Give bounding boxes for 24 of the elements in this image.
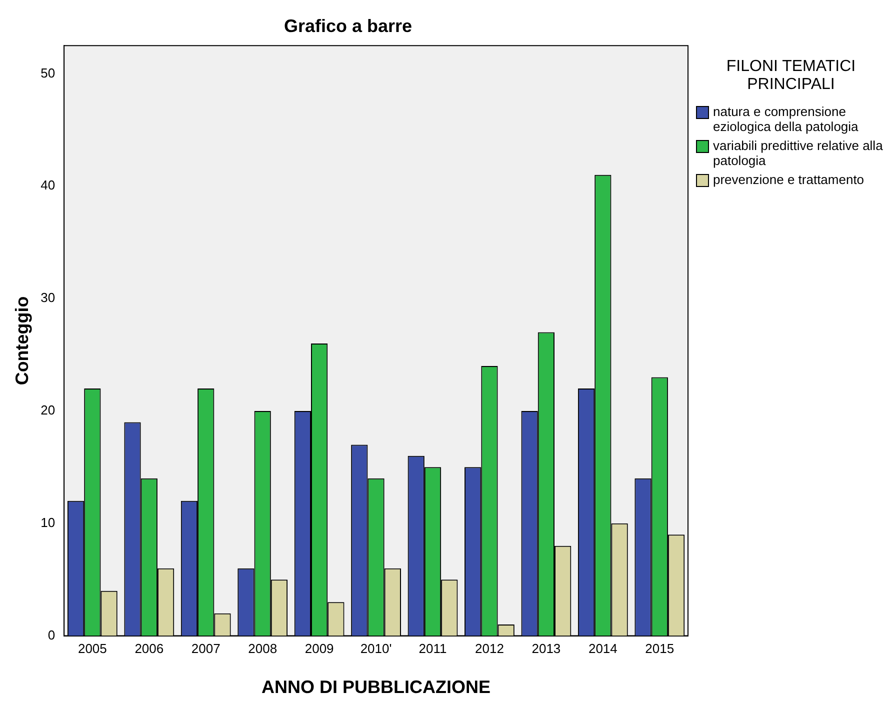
x-tick-label: 2010' bbox=[360, 641, 392, 656]
x-tick-label: 2011 bbox=[418, 641, 447, 656]
x-tick-label: 2005 bbox=[78, 641, 107, 656]
x-tick-label: 2012 bbox=[475, 641, 504, 656]
y-tick-label: 20 bbox=[40, 402, 56, 418]
x-tick-label: 2006 bbox=[134, 641, 164, 656]
y-tick-label: 10 bbox=[40, 514, 56, 530]
x-tick-label: 2008 bbox=[248, 641, 278, 656]
legend-label: prevenzione e trattamento bbox=[713, 172, 864, 187]
legend-label: variabili predittive relative alla patologia bbox=[713, 138, 884, 168]
y-tick-label: 30 bbox=[40, 290, 56, 306]
legend-title: FILONI TEMATICI PRINCIPALI bbox=[725, 58, 857, 94]
y-tick-label: 40 bbox=[40, 178, 56, 193]
x-tick-label: 2015 bbox=[645, 641, 674, 656]
x-tick-label: 2014 bbox=[588, 641, 618, 656]
y-tick-label: 50 bbox=[40, 65, 56, 80]
y-axis-title: Conteggio bbox=[12, 296, 32, 386]
x-tick-label: 2013 bbox=[532, 641, 561, 656]
x-tick-label: 2009 bbox=[304, 641, 334, 656]
chart-title: Grafico a barre bbox=[284, 16, 412, 36]
x-tick-label: 2007 bbox=[191, 641, 220, 656]
legend-label: natura e comprensione eziologica della patologia bbox=[713, 104, 860, 134]
y-tick-label: 0 bbox=[48, 627, 56, 642]
x-axis-title: ANNO DI PUBBLICAZIONE bbox=[262, 677, 491, 698]
